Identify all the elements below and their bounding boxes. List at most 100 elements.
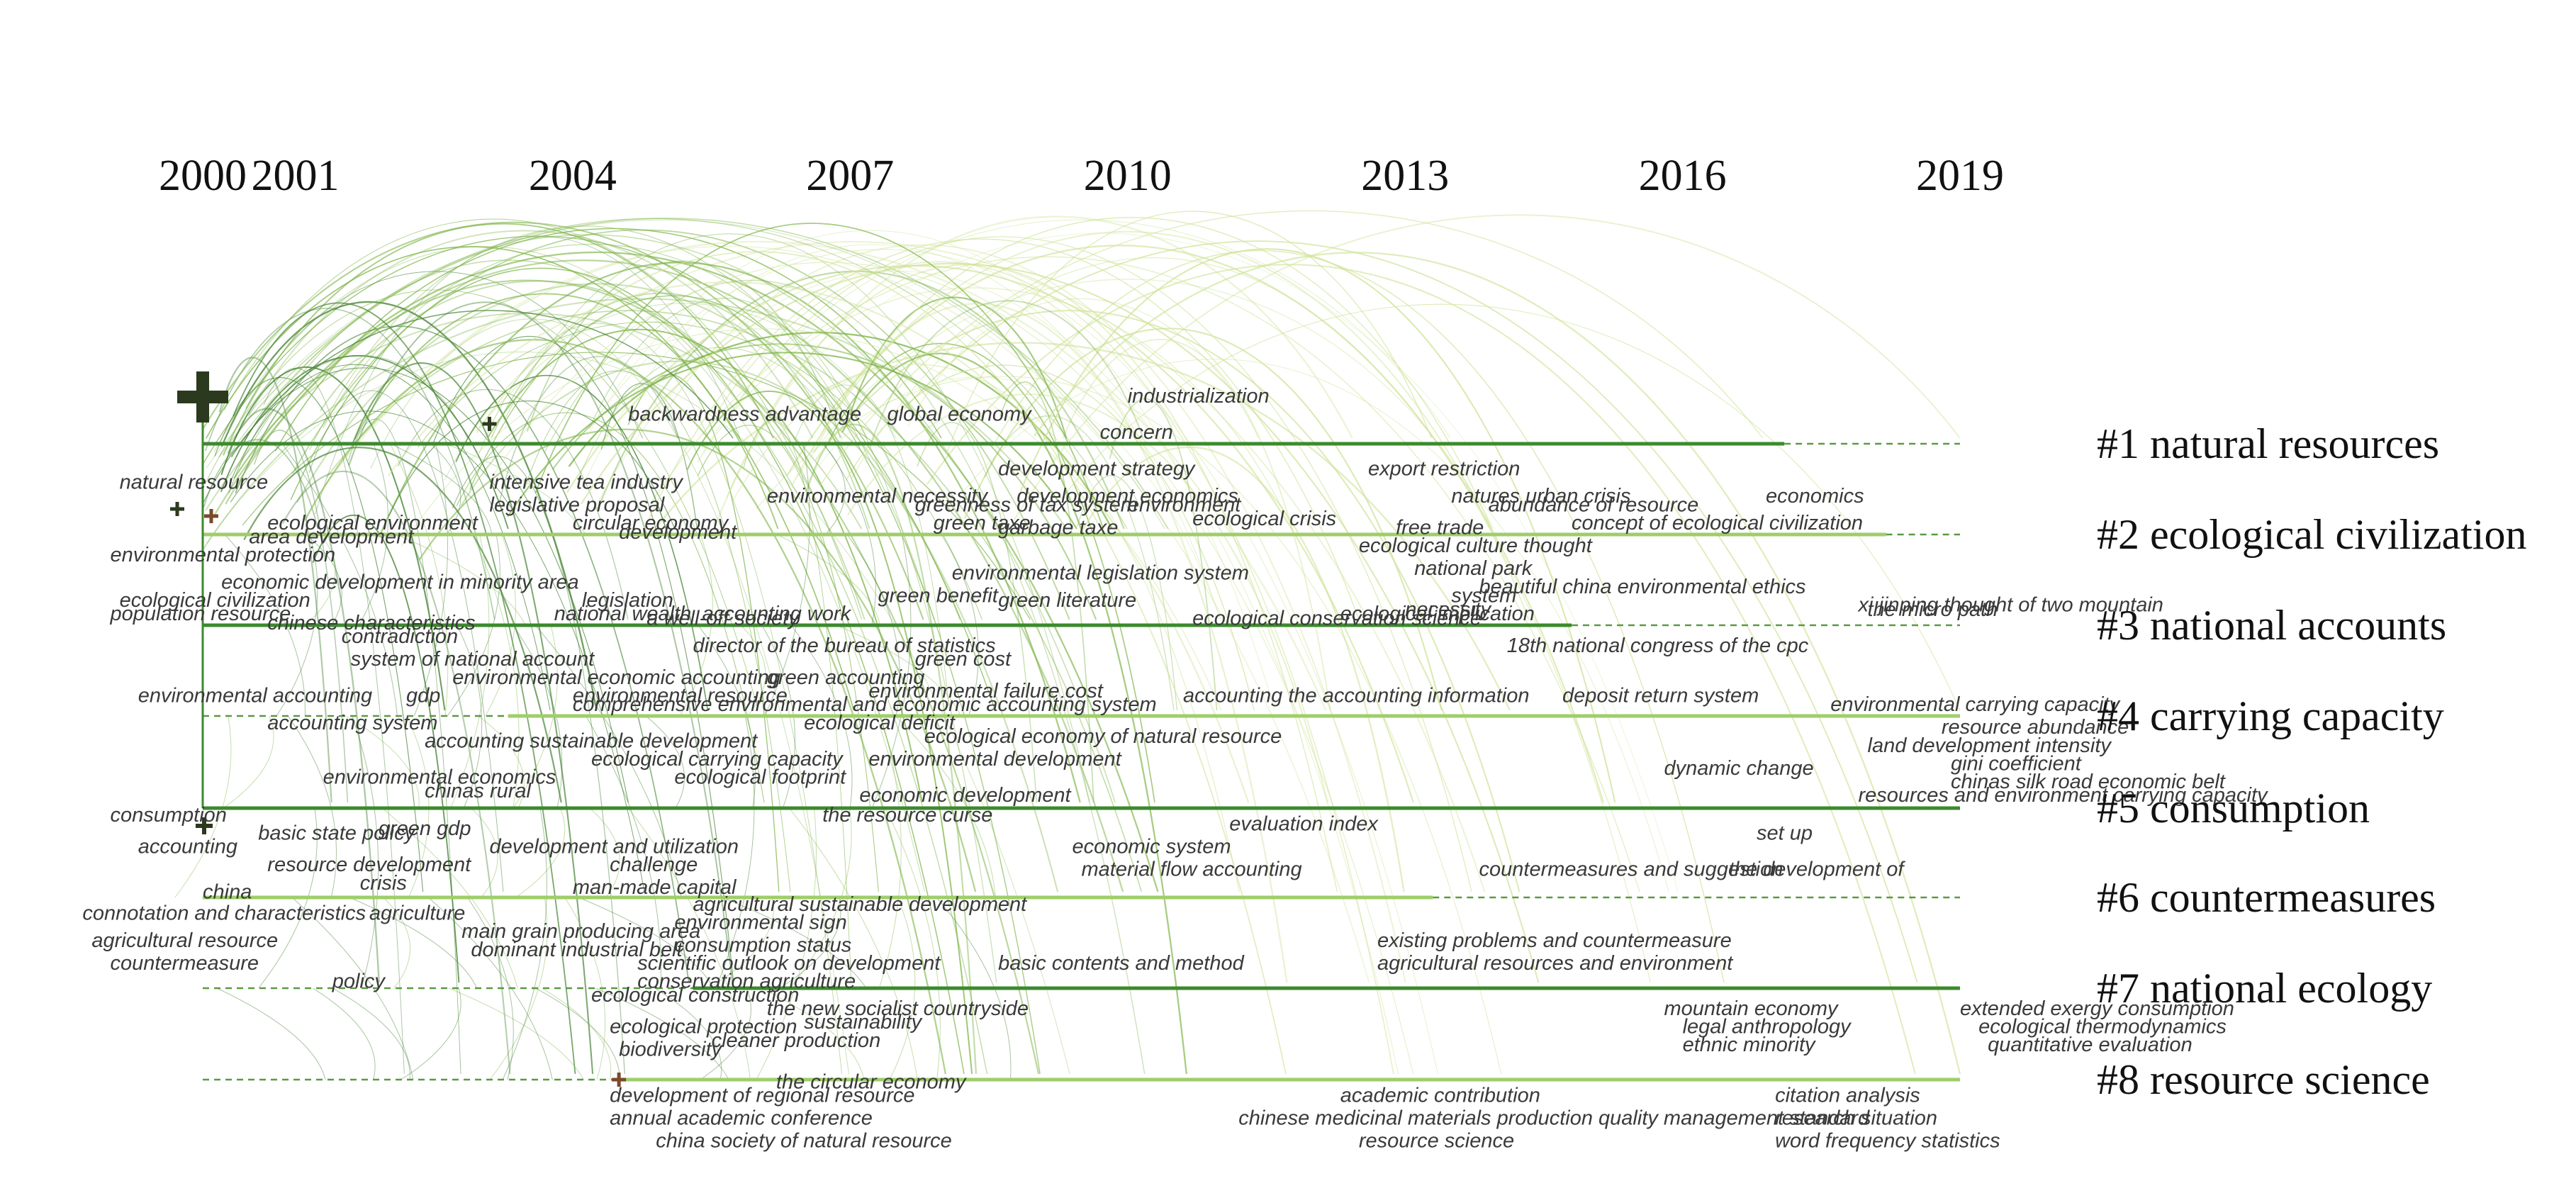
citation-arc <box>206 289 758 711</box>
keyword-label: ecological deficit <box>804 712 956 734</box>
citation-arc <box>1077 475 1177 711</box>
citation-arc <box>387 281 1250 803</box>
citation-arc <box>456 412 765 803</box>
citation-arc <box>984 415 1175 711</box>
citation-link <box>478 715 525 809</box>
keyword-label: dynamic change <box>1664 757 1814 780</box>
keyword-label: ecological protection <box>610 1016 797 1039</box>
citation-arc <box>205 246 855 711</box>
keyword-label: environmental resource <box>573 684 788 707</box>
citation-arc <box>797 279 1494 530</box>
node-cross <box>612 1073 627 1087</box>
citation-arc <box>651 256 1640 892</box>
keyword-label: resource development <box>267 853 472 876</box>
keyword-label: ecological crisis <box>1192 508 1336 530</box>
keyword-label: evaluation index <box>1229 813 1379 836</box>
citation-link <box>281 443 398 717</box>
citation-arc <box>926 264 1916 1075</box>
citation-link <box>413 443 448 717</box>
citation-arc <box>315 236 741 515</box>
citation-arc <box>814 310 1521 892</box>
citation-arc <box>566 264 1414 803</box>
year-label: 2013 <box>1361 152 1449 200</box>
citation-arc <box>792 230 1530 620</box>
node-cross <box>482 417 497 431</box>
citation-arc <box>476 251 1287 1075</box>
citation-link <box>595 987 729 1080</box>
citation-arc <box>581 262 1540 983</box>
keyword-label: global economy <box>887 403 1033 426</box>
keyword-nodes <box>170 371 627 1087</box>
citation-arc <box>378 262 1081 803</box>
citation-link <box>756 807 817 1080</box>
citation-link <box>885 807 941 1080</box>
keyword-label: gini coefficient <box>1951 752 2083 775</box>
cluster-label: #7 national ecology <box>2097 965 2432 1012</box>
citation-arc <box>1019 248 1616 803</box>
citation-arc <box>225 218 1128 530</box>
keyword-label: export restriction <box>1368 457 1520 480</box>
citation-arc <box>247 230 814 439</box>
keyword-label: accounting system <box>267 712 437 734</box>
citation-arc <box>786 245 1604 803</box>
keyword-label: crisis <box>360 872 407 895</box>
citation-arc <box>534 223 1104 530</box>
keyword-label: chinese medicinal materials production q… <box>1238 1107 1870 1130</box>
citation-arc <box>588 230 1275 711</box>
keyword-label: environmental protection <box>111 544 336 566</box>
year-label: 2001 <box>252 152 340 200</box>
citation-arc <box>243 447 562 803</box>
keyword-label: green literature <box>998 589 1136 612</box>
citation-arc <box>235 325 690 983</box>
keyword-label: contradiction <box>342 625 458 648</box>
citation-link <box>534 625 682 898</box>
keyword-label: gdp <box>406 684 440 707</box>
citation-arc <box>592 249 1438 1075</box>
citation-link <box>430 443 461 535</box>
citation-arc <box>220 366 446 711</box>
citation-arc <box>802 376 1221 620</box>
keyword-labels: backwardness advantage global economy indu… <box>82 385 2268 1153</box>
citation-link <box>313 987 376 1080</box>
citation-arc <box>999 381 1094 803</box>
citation-link <box>502 807 547 1080</box>
keyword-label: xi jinping thought of two mountain <box>1857 593 2163 616</box>
citation-arc <box>525 370 791 892</box>
keyword-label: environmental carrying capacity <box>1830 693 2120 716</box>
citation-arc <box>478 323 843 1075</box>
keyword-label: beautiful china environmental ethics <box>1479 576 1806 598</box>
citation-link <box>708 897 774 989</box>
keyword-label: circular economy <box>573 512 729 534</box>
citation-arc <box>230 310 734 458</box>
citation-arc <box>263 367 405 1075</box>
node-cross <box>196 817 213 834</box>
keyword-label: environmental economic accounting <box>452 666 780 689</box>
keyword-label: chinas rural <box>425 780 532 802</box>
keyword-label: the resource curse <box>822 804 992 827</box>
citation-arc <box>203 235 996 711</box>
keyword-label: material flow accounting <box>1082 858 1302 881</box>
citation-arc <box>568 332 1113 530</box>
keyword-label: garbage taxe <box>998 517 1118 539</box>
keyword-label: legislation <box>582 589 673 612</box>
keyword-label: ecological implication <box>1340 603 1535 625</box>
keyword-label: natures urban crisis <box>1451 485 1630 508</box>
keyword-label: free trade <box>1396 517 1484 539</box>
citation-arc <box>756 376 1502 1075</box>
node-cross <box>170 502 184 516</box>
keyword-label: annual academic conference <box>610 1107 873 1130</box>
citation-arc <box>825 342 1155 803</box>
year-label: 2010 <box>1084 152 1172 200</box>
keyword-label: a well-off society <box>646 608 800 630</box>
citation-arc <box>907 298 1260 439</box>
citation-arc <box>917 422 1037 803</box>
citation-link <box>305 534 336 626</box>
keyword-label: economic system <box>1073 836 1231 858</box>
citation-link <box>390 443 493 535</box>
citation-arc <box>348 301 734 983</box>
keyword-label: the micro path <box>1868 598 1998 621</box>
citation-arc <box>526 260 841 439</box>
citation-arc <box>813 303 1288 983</box>
citation-arc <box>726 264 1338 892</box>
